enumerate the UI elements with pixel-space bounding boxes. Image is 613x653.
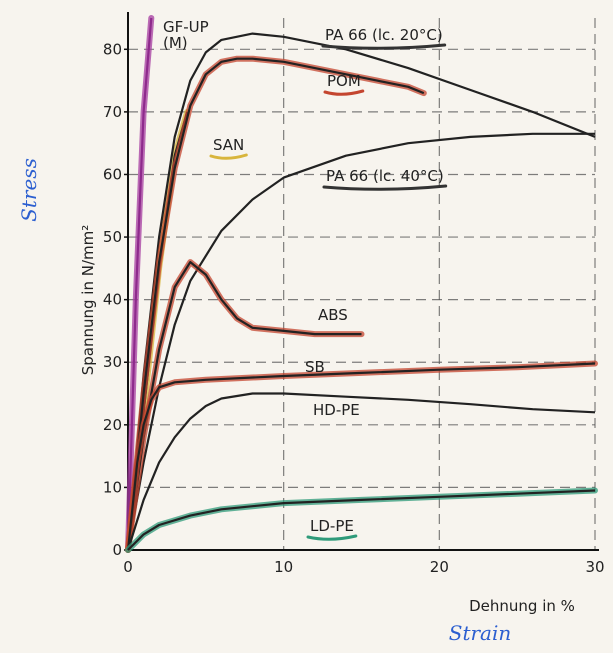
series-line-hd-pe (126, 392, 596, 551)
y-tick-label: 60 (103, 165, 122, 183)
chart-grid (128, 18, 596, 550)
hand-drawn-underline-icon (306, 534, 358, 541)
y-axis-label: Spannung in N/mm² (79, 225, 97, 376)
series-line-pom (126, 57, 425, 551)
hand-drawn-underline-icon (323, 89, 365, 96)
x-axis-handwritten-label: Strain (449, 621, 512, 645)
y-tick-label: 20 (103, 416, 122, 434)
chart-labels: GF-UP(M) SAN PA 66 (lc. 20°C) POM PA 66 (lc.… (163, 18, 448, 541)
series-label-san: SAN (213, 136, 244, 154)
y-axis-handwritten-label: Stress (17, 158, 41, 222)
x-tick-label: 20 (430, 558, 449, 576)
series-label-pom: POM (327, 72, 361, 90)
series-line-ld-pe (127, 489, 596, 551)
x-tick-label: 30 (585, 558, 604, 576)
hand-drawn-underline-icon (209, 153, 248, 160)
series-label-gf-up: GF-UP (163, 18, 209, 36)
y-tick-label: 40 (103, 291, 122, 309)
series-label-pa-66-lc-20-c: PA 66 (lc. 20°C) (325, 26, 443, 44)
series-sublabel-gf-up: (M) (163, 34, 188, 52)
y-tick-label: 30 (103, 353, 122, 371)
hand-drawn-underline-icon (321, 43, 447, 50)
series-highlight-sb (125, 360, 598, 553)
series-line-pa-66-lc-20-c (126, 32, 596, 551)
series-line-sb (126, 362, 596, 551)
series-line-abs (126, 261, 362, 551)
x-tick-label: 10 (274, 558, 293, 576)
series-label-abs: ABS (318, 306, 348, 324)
y-tick-label: 0 (112, 541, 122, 559)
series-label-pa-66-lc-40-c: PA 66 (lc. 40°C) (326, 167, 444, 185)
series-line-gf-up (126, 17, 153, 551)
y-tick-label: 50 (103, 228, 122, 246)
series-label-ld-pe: LD-PE (310, 517, 354, 535)
x-axis-label: Dehnung in % (469, 597, 575, 615)
y-tick-label: 10 (103, 478, 122, 496)
x-tick-label: 0 (123, 558, 133, 576)
y-tick-label: 70 (103, 103, 122, 121)
series-label-hd-pe: HD-PE (313, 401, 360, 419)
series-label-sb: SB (305, 358, 325, 376)
y-tick-label: 80 (103, 40, 122, 58)
hand-drawn-underline-icon (322, 184, 448, 191)
chart-series (125, 15, 598, 553)
chart-axes: 0 10 20 30 40 50 60 70 80 0 10 20 30 (103, 12, 605, 576)
